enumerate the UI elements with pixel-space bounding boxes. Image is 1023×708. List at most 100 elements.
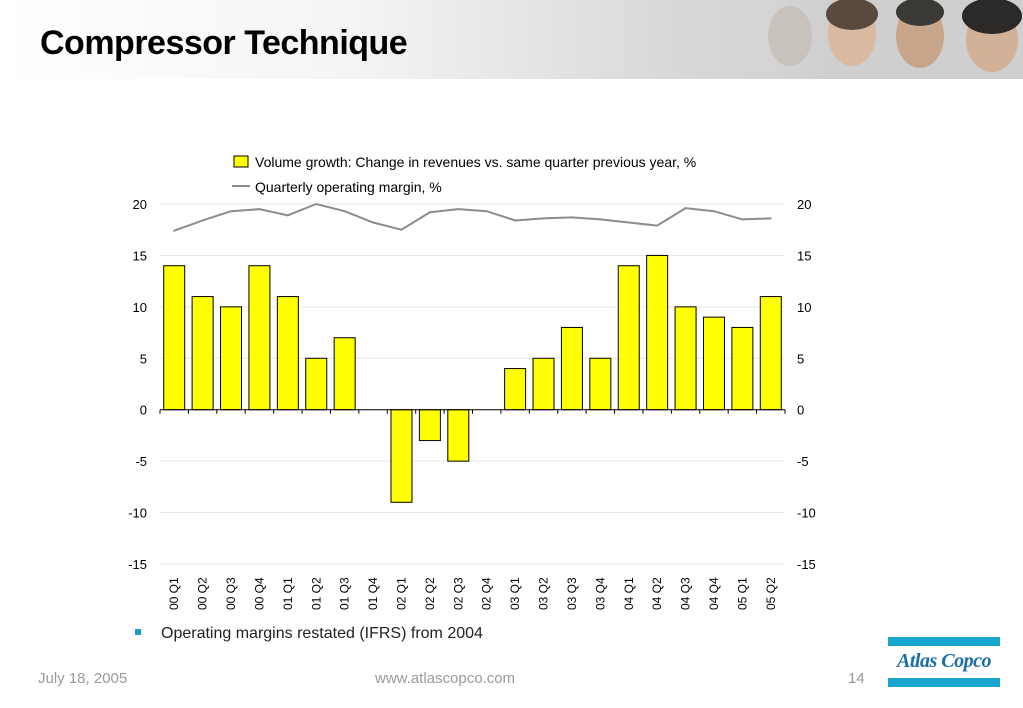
bar [532,357,555,411]
x-category-label: 03 Q1 [508,577,522,610]
bar [702,316,725,411]
line-series [173,202,772,232]
legend: Volume growth: Change in revenues vs. sa… [232,154,696,195]
margin-point [627,221,630,224]
bar [731,326,754,411]
bar [674,306,697,411]
x-category-label: 01 Q2 [309,577,323,610]
margin-point [712,210,715,213]
x-category-label: 02 Q3 [451,577,465,610]
right-tick-label: 20 [797,197,811,212]
bar [248,265,271,411]
x-category-label: 03 Q4 [593,577,607,610]
x-category-label: 05 Q2 [764,577,778,610]
axes: -15 -10 -5 0 5 10 15 20 -15 -10 -5 0 5 10 15 20 00 Q1 00 … [128,197,816,610]
bar [504,368,527,411]
margin-point [230,210,233,213]
x-category-label: 04 Q2 [650,577,664,610]
margin-point [400,228,403,231]
x-category-label: 00 Q4 [252,577,266,610]
bar [617,265,640,411]
people-photo [740,0,1023,79]
margin-point [599,218,602,221]
left-tick-label: 15 [133,248,147,263]
x-category-label: 00 Q1 [167,577,181,610]
bar [191,296,214,411]
margin-point [315,203,318,205]
margin-point [570,216,573,219]
left-tick-label: 0 [140,403,147,418]
x-category-label: 02 Q2 [423,577,437,610]
footer-url[interactable]: www.atlascopco.com [375,670,516,687]
page-title: Compressor Technique [40,24,408,62]
header-banner: Compressor Technique [0,0,1023,79]
margin-point [258,208,261,211]
footnote-text: Operating margins restated (IFRS) from 2… [161,625,483,642]
legend-bar-swatch [233,155,249,168]
margin-point [457,208,460,211]
x-category-label: 00 Q2 [196,577,210,610]
logo-bottom-bar [888,678,1000,687]
logo-top-bar [888,637,1000,646]
right-tick-label: -15 [797,557,816,572]
margin-point [485,210,488,213]
right-tick-label: 0 [797,403,804,418]
bar [390,409,413,503]
bar [163,265,186,411]
margin-point [286,214,289,217]
right-tick-label: 15 [797,248,811,263]
margin-point [542,217,545,220]
x-category-label: 03 Q3 [565,577,579,610]
bar [646,254,669,411]
left-tick-label: -15 [128,557,147,572]
margin-line [173,202,771,232]
bar [759,296,782,411]
x-category-label: 02 Q4 [480,577,494,610]
bar [305,357,328,411]
legend-bar-label: Volume growth: Change in revenues vs. sa… [255,154,696,170]
margin-point [343,210,346,213]
left-tick-label: 20 [133,197,147,212]
left-tick-label: -10 [128,506,147,521]
right-tick-label: -5 [797,454,809,469]
x-category-label: 00 Q3 [224,577,238,610]
x-category-label: 01 Q3 [338,577,352,610]
x-category-label: 04 Q1 [622,577,636,610]
margin-point [201,219,204,222]
x-category-label: 04 Q3 [679,577,693,610]
bullet-icon [135,628,141,635]
left-tick-label: -5 [135,454,147,469]
logo-text: Atlas Copco [897,650,991,672]
margin-point [656,224,659,227]
right-tick-label: -10 [797,506,816,521]
x-category-label: 03 Q2 [537,577,551,610]
footnote: Operating margins restated (IFRS) from 2… [135,625,483,643]
bar [333,337,356,411]
bar [276,296,299,411]
left-tick-label: 5 [140,351,147,366]
bar [418,409,441,442]
left-tick-label: 10 [133,300,147,315]
bar [560,326,583,411]
bar [447,409,470,462]
margin-point [173,229,176,232]
margin-point [428,211,431,214]
margin-point [741,218,744,221]
margin-point [372,221,375,224]
legend-line-label: Quarterly operating margin, % [255,179,442,195]
margin-point [684,207,687,210]
x-category-label: 05 Q1 [735,577,749,610]
atlas-copco-logo: Atlas Copco [888,637,1000,687]
page-number: 14 [848,670,865,687]
margin-point [769,217,772,220]
x-category-label: 02 Q1 [394,577,408,610]
bar-series [163,254,782,503]
x-category-label: 01 Q4 [366,577,380,610]
right-tick-label: 10 [797,300,811,315]
footer-date: July 18, 2005 [38,670,128,687]
x-category-label: 01 Q1 [281,577,295,610]
bar [589,357,612,411]
right-tick-label: 5 [797,351,804,366]
x-category-label: 04 Q4 [707,577,721,610]
